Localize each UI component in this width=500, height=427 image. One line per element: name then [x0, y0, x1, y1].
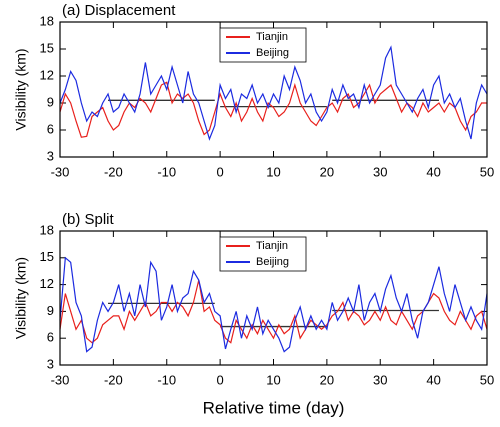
legend-label: Tianjin: [256, 31, 288, 43]
x-axis-label: Relative time (day): [203, 398, 345, 417]
y-tick-label: 3: [47, 356, 54, 371]
series-line: [59, 256, 488, 353]
y-tick-label: 15: [40, 249, 54, 264]
legend-box: [219, 27, 307, 63]
y-axis-label: Visibility (km): [13, 257, 29, 339]
legend-label: Beijing: [256, 47, 289, 59]
y-tick-label: 18: [40, 13, 54, 28]
x-tick-label: -30: [51, 372, 70, 387]
x-tick-label: 40: [426, 164, 440, 179]
y-axis-label: Visibility (km): [13, 48, 29, 130]
x-tick-label: -30: [51, 164, 70, 179]
x-tick-label: -10: [157, 164, 176, 179]
x-tick-label: -10: [157, 372, 176, 387]
y-tick-label: 9: [47, 303, 54, 318]
series-line: [59, 279, 488, 344]
y-tick-label: 3: [47, 148, 54, 163]
plot-frame: [59, 21, 488, 158]
y-tick-label: 6: [47, 330, 54, 345]
legend-label: Beijing: [256, 256, 289, 268]
series-line: [59, 81, 487, 138]
x-tick-label: 50: [480, 164, 494, 179]
x-tick-label: 20: [320, 164, 334, 179]
x-tick-label: 30: [373, 164, 387, 179]
legend-label: Tianjin: [256, 240, 288, 252]
legend-box: [219, 236, 307, 272]
y-tick-label: 9: [47, 94, 54, 109]
x-tick-label: 30: [373, 372, 387, 387]
y-tick-label: 15: [40, 40, 54, 55]
y-tick-label: 12: [40, 276, 54, 291]
y-tick-label: 18: [40, 222, 54, 237]
panel-title: (b) Split: [62, 211, 115, 228]
y-tick-label: 12: [40, 67, 54, 82]
panel-title: (a) Displacement: [62, 2, 176, 19]
x-tick-label: 0: [217, 372, 224, 387]
x-tick-label: 50: [480, 372, 494, 387]
y-tick-label: 6: [47, 121, 54, 136]
series-line: [59, 45, 488, 141]
x-tick-label: -20: [104, 164, 123, 179]
x-tick-label: 10: [266, 372, 280, 387]
x-tick-label: 0: [217, 164, 224, 179]
plot-frame: [59, 230, 488, 366]
x-tick-label: 40: [426, 372, 440, 387]
x-tick-label: 20: [320, 372, 334, 387]
x-tick-label: -20: [104, 372, 123, 387]
x-tick-label: 10: [266, 164, 280, 179]
